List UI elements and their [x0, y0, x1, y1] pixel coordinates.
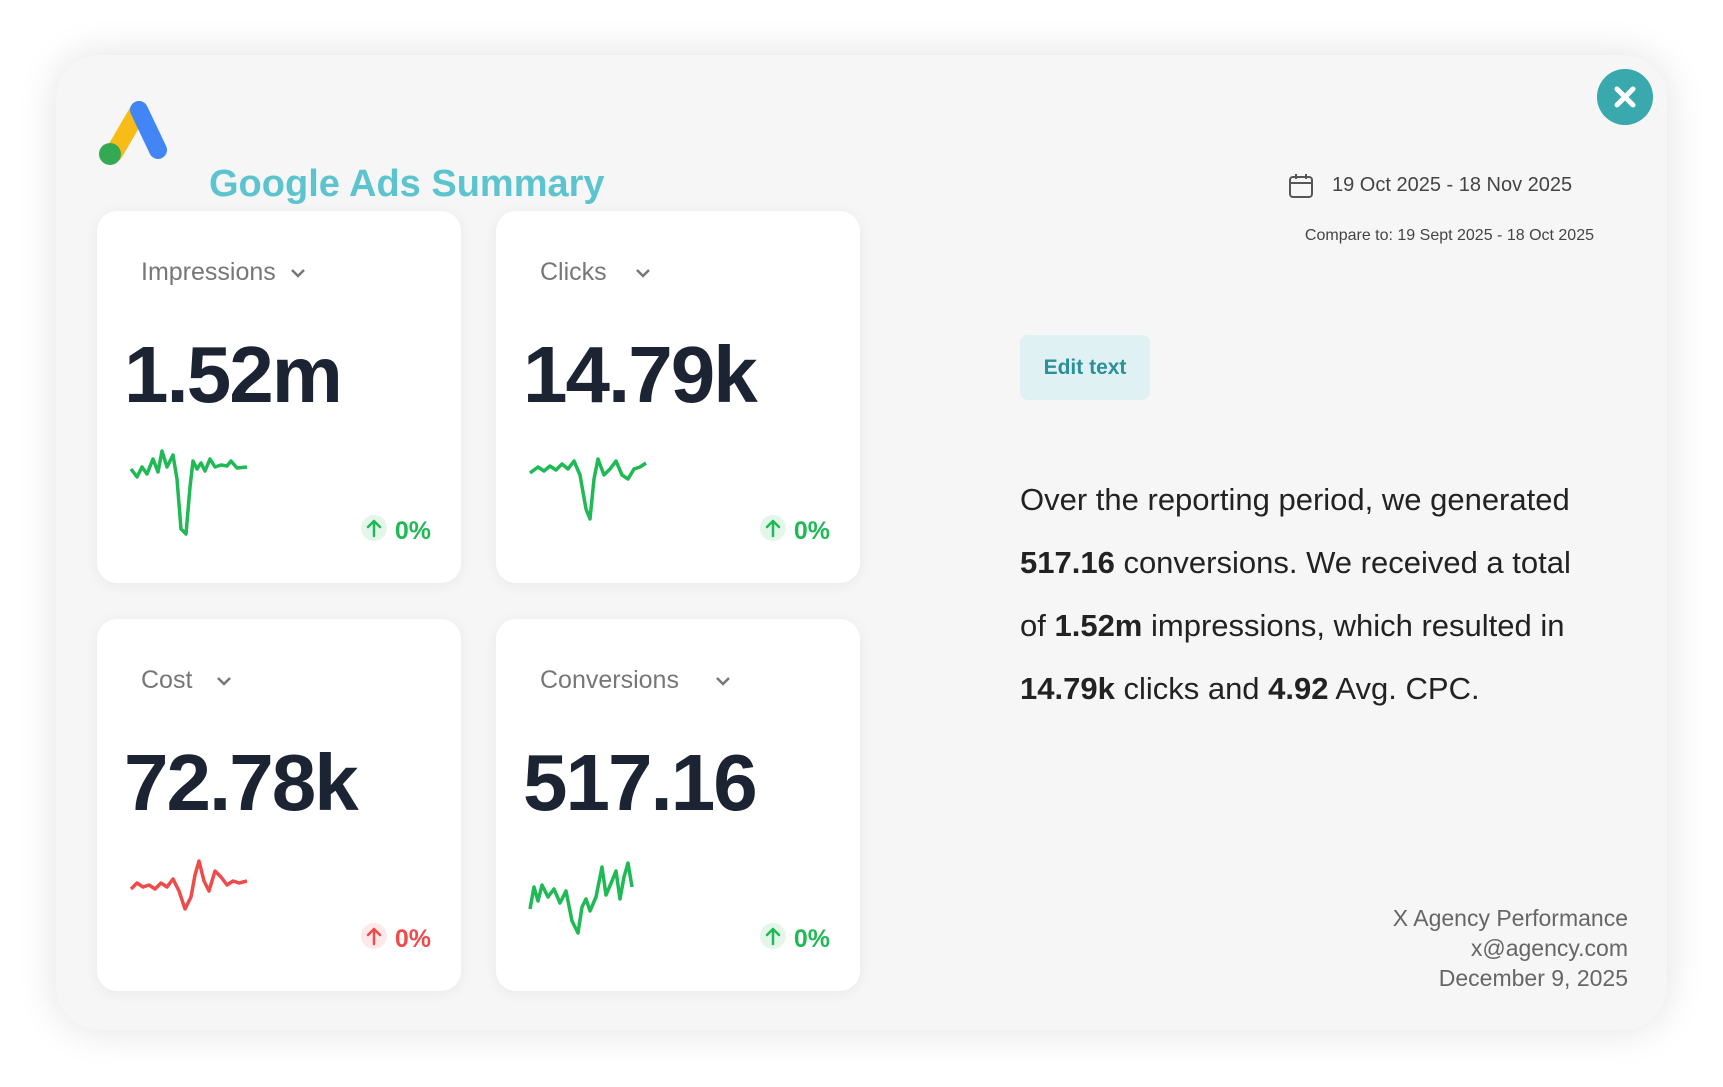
arrow-up — [360, 515, 387, 541]
date-range: 19 Oct 2025 - 18 Nov 2025 — [1332, 174, 1573, 196]
metric-card: Cost 72.78k 0% — [97, 619, 461, 991]
summary-bold: 14.79k — [1020, 671, 1115, 706]
sparkline — [528, 861, 634, 935]
summary-segment: Avg. CPC. — [1328, 671, 1480, 706]
arrow-up — [360, 923, 387, 949]
summary-bold: 4.92 — [1268, 671, 1329, 706]
summary-segment: impressions, which resulted in — [1142, 608, 1565, 643]
edit-text-button[interactable]: Edit text — [1020, 335, 1150, 400]
metric-value: 14.79k — [523, 330, 758, 419]
dropdown-icon[interactable] — [215, 674, 233, 688]
change: 0% — [360, 923, 431, 956]
dropdown-icon[interactable] — [714, 674, 732, 688]
dropdown-icon[interactable] — [634, 266, 652, 280]
change-icon — [759, 515, 786, 548]
change-icon — [360, 923, 387, 956]
change-value: 0% — [394, 925, 431, 953]
google-ads-logo — [99, 101, 167, 165]
change-icon — [360, 515, 387, 548]
metric-label[interactable]: Impressions — [141, 258, 276, 286]
arrow-up — [759, 515, 786, 541]
summary-segment: conversions. We received a total — [1114, 545, 1571, 580]
title: Google Ads Summary — [209, 163, 605, 205]
metric-label[interactable]: Clicks — [540, 258, 607, 286]
close-button[interactable] — [1597, 69, 1653, 125]
footer-line: x@agency.com — [1470, 935, 1628, 961]
sparkline — [129, 859, 248, 911]
metric-value: 72.78k — [124, 738, 359, 827]
change-value: 0% — [793, 925, 830, 953]
footer: X Agency Performance x@agency.com December… — [1393, 903, 1628, 993]
summary-segment: Over the reporting period, we generated — [1020, 482, 1570, 517]
summary-segment: of — [1020, 608, 1055, 643]
summary-panel: Google Ads Summary 19 Oct 2025 - 18 Nov … — [56, 55, 1667, 1030]
change: 0% — [360, 515, 431, 548]
summary-bold: 517.16 — [1020, 545, 1115, 580]
summary-segment: clicks and — [1114, 671, 1269, 706]
summary-line: Over the reporting period, we generated — [1020, 468, 1571, 531]
change-icon — [759, 923, 786, 956]
metric-card: Conversions 517.16 0% — [496, 619, 860, 991]
change: 0% — [759, 923, 830, 956]
compare-range: Compare to: 19 Sept 2025 - 18 Oct 2025 — [1304, 227, 1594, 244]
metric-value: 1.52m — [124, 330, 343, 419]
metric-label[interactable]: Conversions — [540, 666, 679, 694]
change-value: 0% — [793, 517, 830, 545]
summary-line: 517.16 conversions. We received a total — [1020, 531, 1571, 594]
summary-bold: 1.52m — [1054, 608, 1143, 643]
footer-line: X Agency Performance — [1392, 905, 1628, 931]
metric-card: Clicks 14.79k 0% — [496, 211, 860, 583]
summary-text: Over the reporting period, we generated 5… — [1020, 468, 1571, 720]
dropdown-icon[interactable] — [289, 266, 307, 280]
metric-card: Impressions 1.52m 0% — [97, 211, 461, 583]
arrow-up — [759, 923, 786, 949]
change: 0% — [759, 515, 830, 548]
metric-value: 517.16 — [523, 738, 758, 827]
summary-line: 14.79k clicks and 4.92 Avg. CPC. — [1020, 657, 1571, 720]
metric-label[interactable]: Cost — [141, 666, 193, 694]
calendar-icon — [1289, 174, 1313, 198]
summary-line: of 1.52m impressions, which resulted in — [1020, 594, 1571, 657]
sparkline — [528, 457, 647, 521]
change-value: 0% — [394, 517, 431, 545]
sparkline — [129, 449, 248, 536]
footer-line: December 9, 2025 — [1438, 965, 1628, 991]
